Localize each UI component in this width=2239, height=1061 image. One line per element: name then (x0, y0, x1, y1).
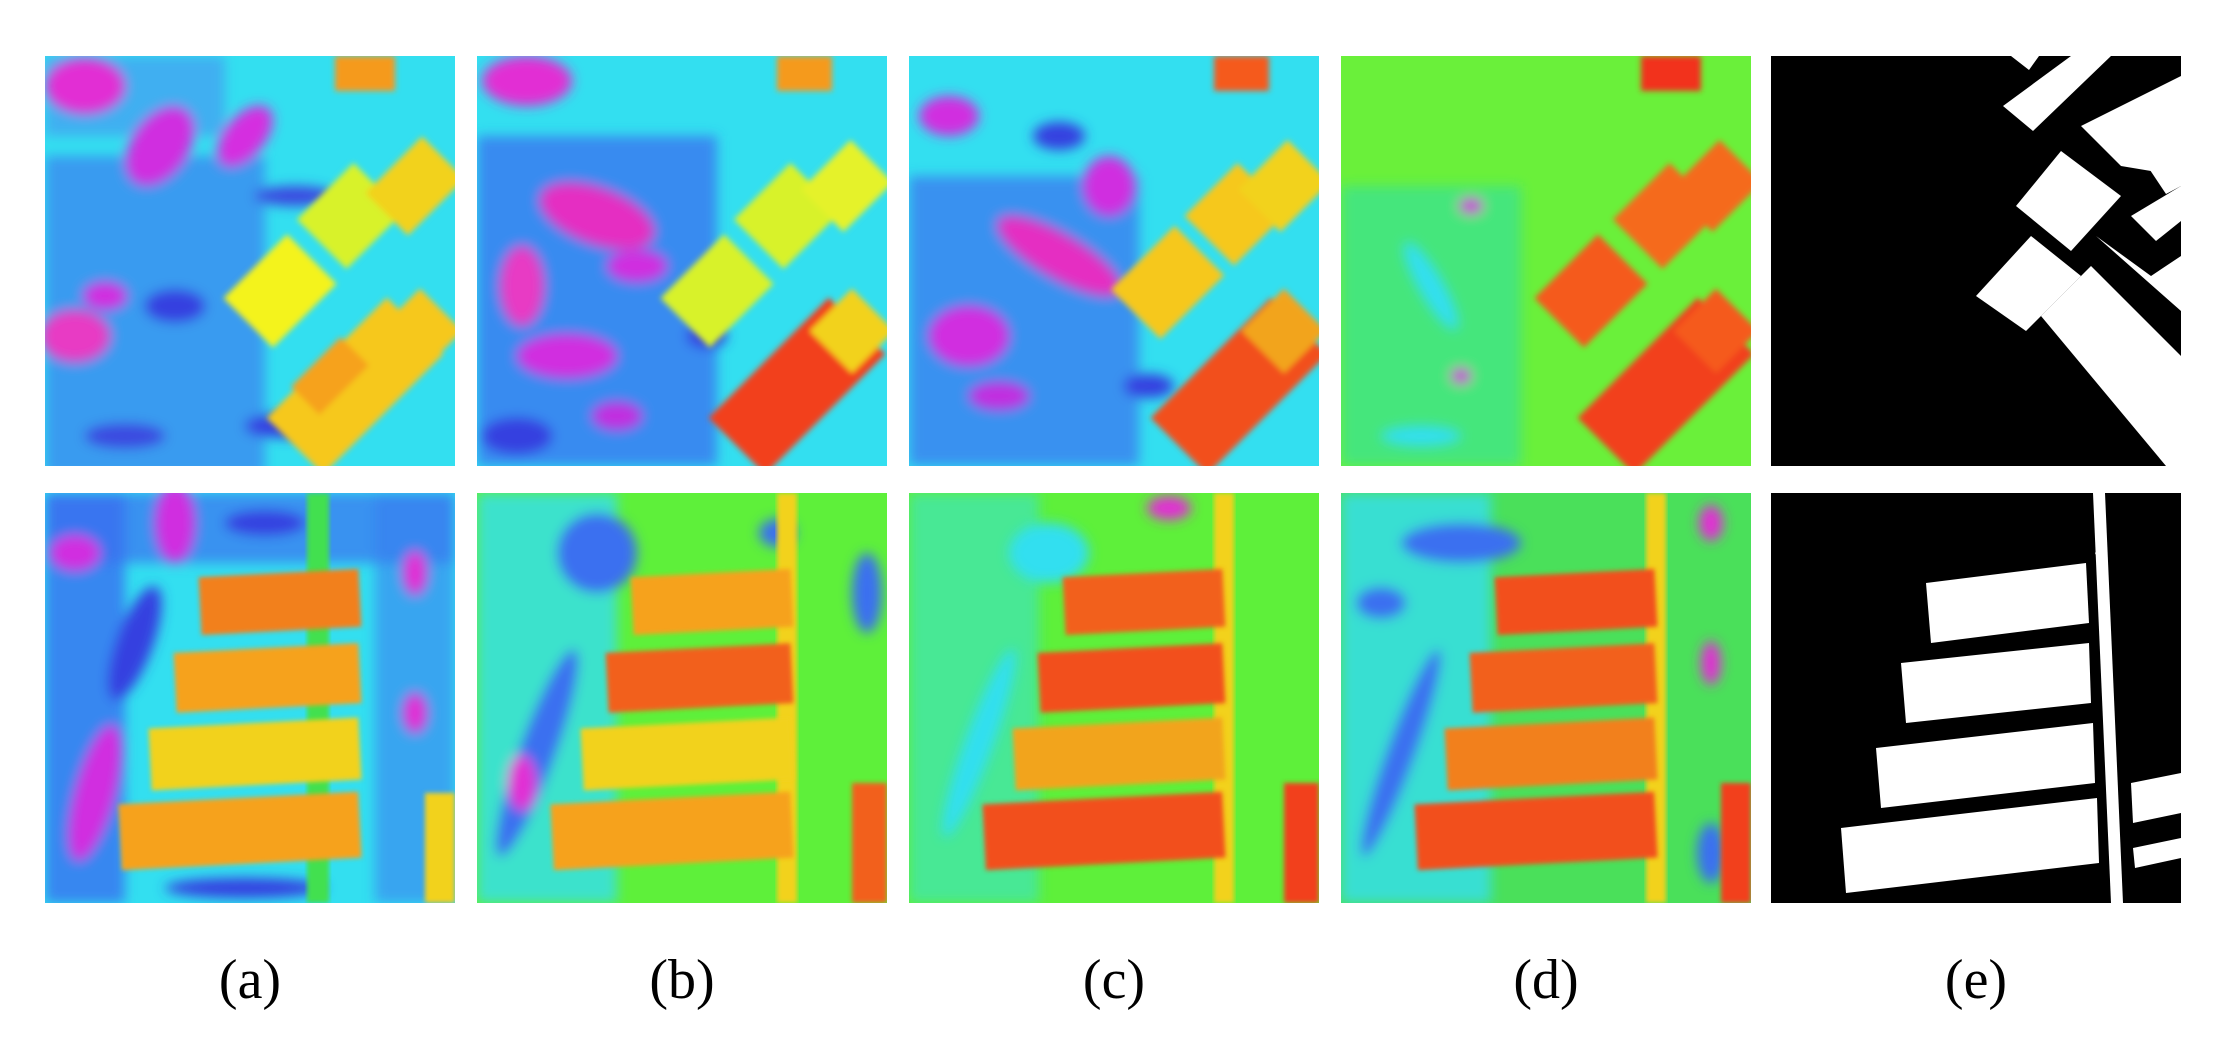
heatmap-row2-a (45, 493, 455, 903)
heatmap-row1-a (45, 56, 455, 466)
heatmap-row1-b (477, 56, 887, 466)
heatmap-row1-c (909, 56, 1319, 466)
caption-b: (b) (649, 949, 715, 1011)
heatmap-row2-c (909, 493, 1319, 903)
caption-e: (e) (1944, 949, 2008, 1011)
caption-a: (a) (218, 949, 282, 1011)
mask-row2-e (1771, 493, 2181, 903)
heatmap-row2-d (1341, 493, 1751, 903)
heatmap-row2-b (477, 493, 887, 903)
heatmap-row1-d (1341, 56, 1751, 466)
mask-row1-e (1771, 56, 2181, 466)
caption-d: (d) (1513, 949, 1579, 1011)
caption-c: (c) (1082, 949, 1146, 1011)
